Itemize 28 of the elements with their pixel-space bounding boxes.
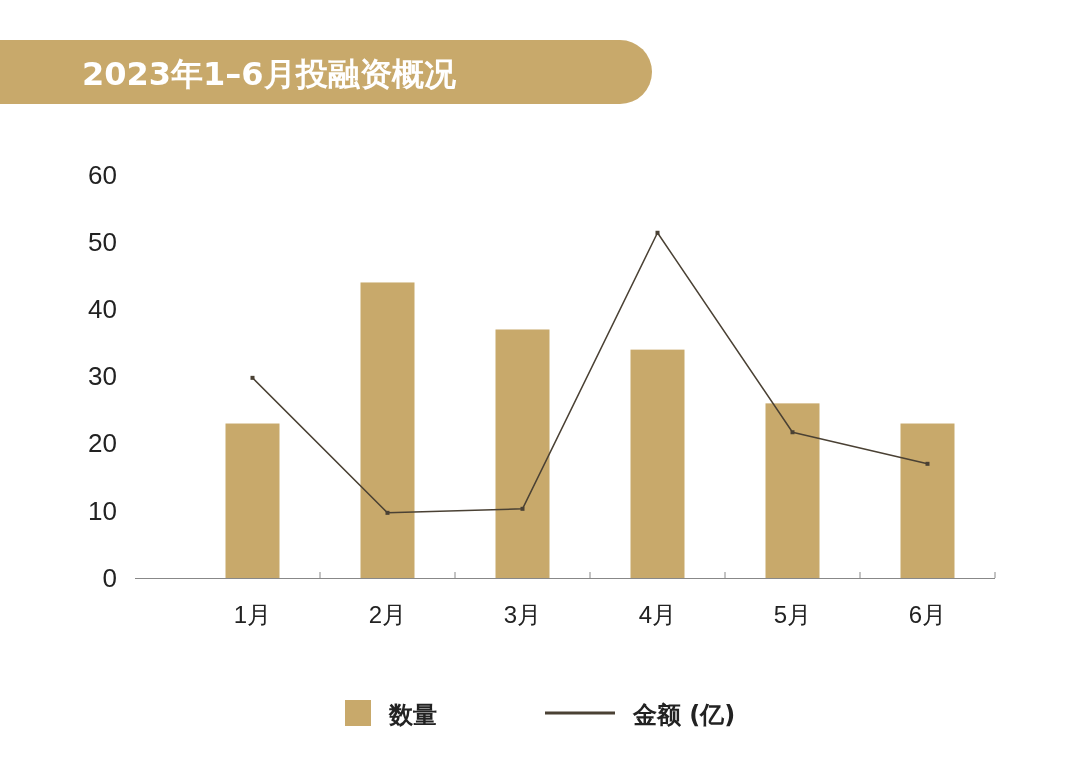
legend-label: 金额 (亿) bbox=[632, 701, 736, 729]
y-tick-label: 40 bbox=[88, 294, 117, 325]
bar bbox=[900, 423, 955, 578]
y-tick-label: 0 bbox=[102, 562, 117, 593]
point bbox=[520, 506, 525, 511]
bar bbox=[630, 349, 685, 578]
chart-title: 2023年1–6月投融资概况 bbox=[82, 55, 457, 93]
x-tick-label: 3月 bbox=[503, 601, 542, 629]
bar bbox=[495, 329, 550, 578]
y-tick-label: 20 bbox=[88, 428, 117, 459]
bar bbox=[225, 423, 280, 578]
point bbox=[385, 510, 390, 515]
y-tick-label: 10 bbox=[88, 495, 117, 526]
x-tick-label: 1月 bbox=[233, 601, 272, 629]
x-tick-label: 2月 bbox=[368, 601, 407, 629]
point bbox=[655, 230, 660, 235]
bar bbox=[765, 403, 820, 578]
x-tick-label: 5月 bbox=[773, 601, 812, 629]
legend-label: 数量 bbox=[388, 701, 437, 729]
point bbox=[250, 375, 255, 380]
point bbox=[925, 461, 930, 466]
x-tick-label: 6月 bbox=[908, 601, 947, 629]
bar bbox=[360, 282, 415, 578]
y-tick-label: 60 bbox=[88, 159, 117, 190]
y-tick-label: 50 bbox=[88, 226, 117, 257]
point bbox=[790, 430, 795, 435]
x-tick-label: 4月 bbox=[638, 601, 677, 629]
y-tick-label: 30 bbox=[88, 361, 117, 392]
